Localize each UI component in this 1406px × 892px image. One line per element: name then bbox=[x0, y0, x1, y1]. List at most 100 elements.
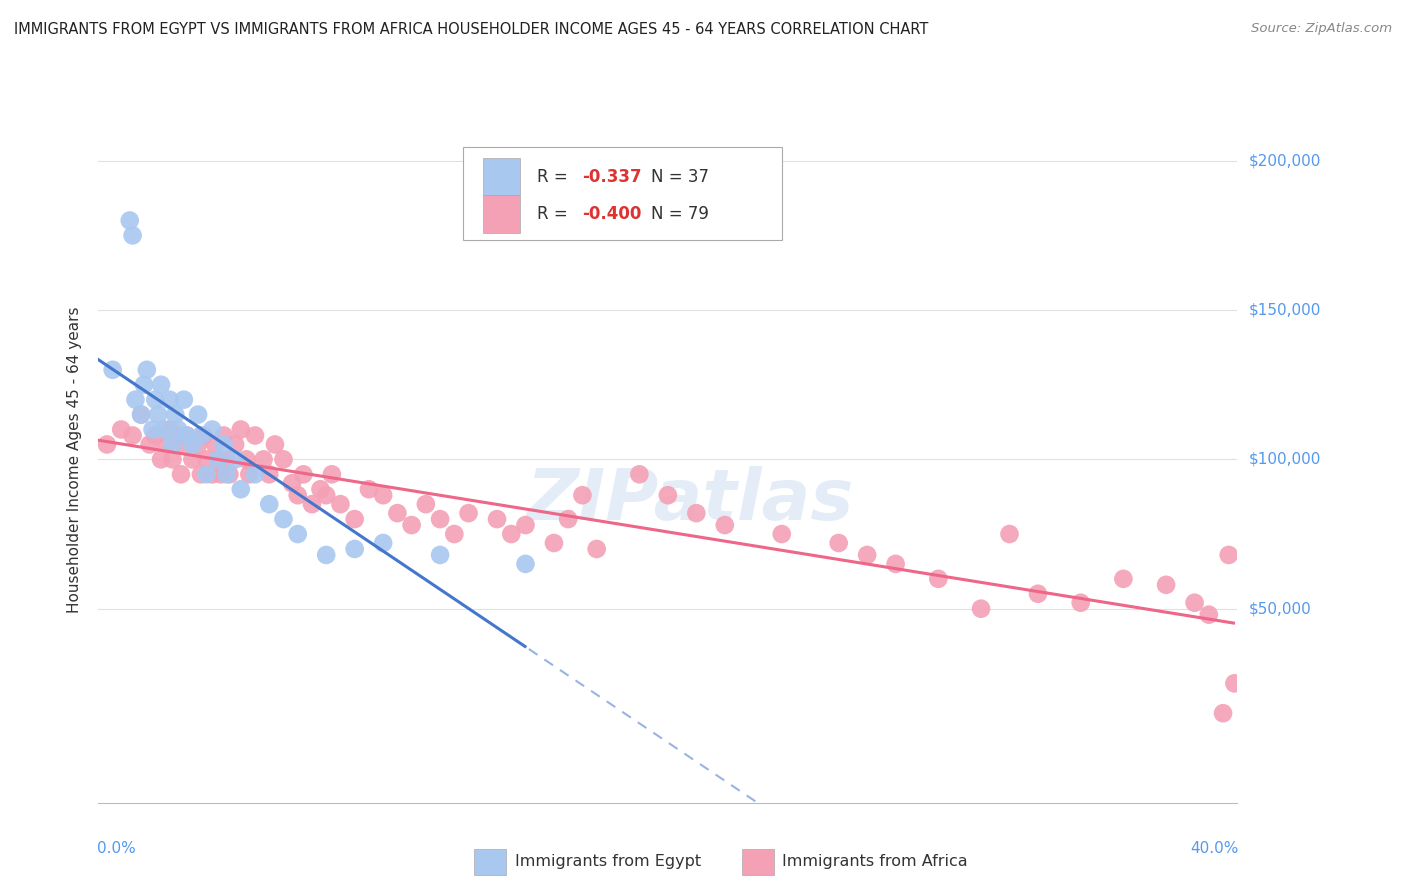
Text: ZIPatlas: ZIPatlas bbox=[527, 467, 855, 535]
Point bbox=[515, 518, 537, 533]
Point bbox=[207, 452, 229, 467]
Point bbox=[321, 467, 343, 482]
Point bbox=[856, 548, 879, 562]
Text: Source: ZipAtlas.com: Source: ZipAtlas.com bbox=[1251, 22, 1392, 36]
Point bbox=[204, 437, 226, 451]
Point bbox=[243, 428, 266, 442]
Point bbox=[373, 536, 395, 550]
Point bbox=[121, 228, 143, 243]
Point bbox=[273, 452, 295, 467]
Point bbox=[315, 548, 337, 562]
Point bbox=[156, 437, 179, 451]
Point bbox=[101, 363, 124, 377]
Text: $150,000: $150,000 bbox=[1249, 302, 1320, 318]
Point bbox=[685, 506, 707, 520]
Point bbox=[132, 377, 155, 392]
Point bbox=[190, 428, 212, 442]
Point bbox=[187, 408, 209, 422]
FancyBboxPatch shape bbox=[484, 158, 520, 195]
Point bbox=[501, 527, 523, 541]
Point bbox=[141, 423, 163, 437]
Point bbox=[181, 452, 204, 467]
Point bbox=[628, 467, 651, 482]
Point bbox=[373, 488, 395, 502]
Point bbox=[195, 467, 218, 482]
Point bbox=[259, 467, 281, 482]
Point bbox=[212, 437, 235, 451]
Point bbox=[173, 437, 195, 451]
Point bbox=[415, 497, 437, 511]
Point bbox=[828, 536, 851, 550]
Point bbox=[176, 428, 198, 442]
Point bbox=[148, 408, 170, 422]
Point bbox=[264, 437, 287, 451]
Point bbox=[138, 437, 160, 451]
Point bbox=[429, 512, 451, 526]
Point bbox=[273, 512, 295, 526]
Point bbox=[281, 476, 304, 491]
Point bbox=[443, 527, 465, 541]
Point bbox=[118, 213, 141, 227]
Point bbox=[884, 557, 907, 571]
Point bbox=[181, 437, 204, 451]
Point bbox=[167, 428, 190, 442]
Point bbox=[215, 467, 238, 482]
Point bbox=[287, 527, 309, 541]
Point bbox=[193, 428, 215, 442]
Point bbox=[162, 437, 184, 451]
Point bbox=[1026, 587, 1049, 601]
Point bbox=[457, 506, 479, 520]
Point bbox=[571, 488, 593, 502]
Y-axis label: Householder Income Ages 45 - 64 years: Householder Income Ages 45 - 64 years bbox=[67, 306, 83, 613]
Text: R =: R = bbox=[537, 168, 572, 186]
Point bbox=[224, 452, 246, 467]
Point bbox=[1184, 596, 1206, 610]
Point bbox=[357, 482, 380, 496]
Text: IMMIGRANTS FROM EGYPT VS IMMIGRANTS FROM AFRICA HOUSEHOLDER INCOME AGES 45 - 64 : IMMIGRANTS FROM EGYPT VS IMMIGRANTS FROM… bbox=[14, 22, 928, 37]
Point bbox=[195, 452, 218, 467]
Point bbox=[1112, 572, 1135, 586]
Point bbox=[135, 363, 157, 377]
Point bbox=[970, 601, 993, 615]
Text: 0.0%: 0.0% bbox=[97, 840, 136, 855]
Point bbox=[1223, 676, 1246, 690]
Point bbox=[224, 437, 246, 451]
Point bbox=[201, 423, 224, 437]
Text: R =: R = bbox=[537, 204, 572, 223]
Text: $100,000: $100,000 bbox=[1249, 452, 1320, 467]
Point bbox=[153, 423, 176, 437]
Point bbox=[96, 437, 118, 451]
Point bbox=[170, 467, 193, 482]
Point bbox=[145, 428, 167, 442]
Point bbox=[259, 497, 281, 511]
Point bbox=[292, 467, 315, 482]
Point bbox=[121, 428, 143, 442]
Point bbox=[207, 452, 229, 467]
Point bbox=[124, 392, 146, 407]
Point bbox=[401, 518, 423, 533]
Point bbox=[145, 392, 167, 407]
Point bbox=[486, 512, 509, 526]
Text: Immigrants from Egypt: Immigrants from Egypt bbox=[515, 855, 702, 870]
Point bbox=[165, 408, 187, 422]
Point bbox=[243, 467, 266, 482]
Point bbox=[190, 467, 212, 482]
Point bbox=[387, 506, 409, 520]
Point bbox=[159, 392, 181, 407]
Point bbox=[218, 467, 240, 482]
Point bbox=[129, 408, 152, 422]
Point bbox=[209, 467, 232, 482]
Point bbox=[1070, 596, 1092, 610]
Point bbox=[301, 497, 323, 511]
Point bbox=[343, 541, 366, 556]
Point bbox=[429, 548, 451, 562]
Point bbox=[159, 423, 181, 437]
Point bbox=[557, 512, 579, 526]
Point bbox=[998, 527, 1021, 541]
Point bbox=[1154, 578, 1177, 592]
Point bbox=[215, 452, 238, 467]
Point bbox=[714, 518, 737, 533]
Point bbox=[657, 488, 679, 502]
Point bbox=[150, 452, 173, 467]
FancyBboxPatch shape bbox=[484, 194, 520, 233]
